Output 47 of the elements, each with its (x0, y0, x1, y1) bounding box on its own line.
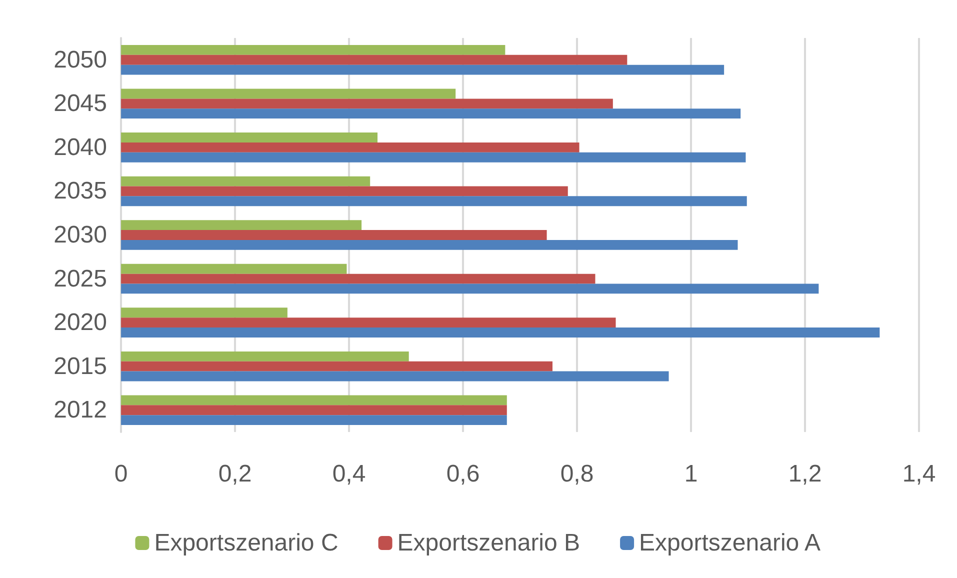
bar (121, 308, 288, 318)
bar (121, 132, 378, 142)
bar (121, 284, 819, 294)
legend-label: Exportszenario C (154, 530, 338, 556)
y-tick-label: 2035 (54, 178, 107, 205)
bar (121, 98, 613, 109)
bar (121, 186, 568, 196)
bar (121, 405, 507, 416)
y-tick-label: 2012 (54, 396, 107, 424)
y-tick-label: 2030 (54, 222, 107, 248)
x-tick-label: 0,4 (332, 460, 366, 488)
x-tick-label: 1,2 (788, 460, 822, 488)
x-tick-label: 0 (114, 460, 128, 488)
bar (121, 361, 552, 372)
y-tick-label: 2050 (54, 46, 107, 74)
y-tick-label: 2025 (54, 265, 107, 292)
y-tick-label: 2045 (54, 90, 107, 118)
legend-label: Exportszenario B (397, 530, 580, 556)
bar (121, 54, 628, 65)
bar (121, 351, 409, 362)
x-tick-label: 1,4 (902, 460, 936, 488)
bar (121, 328, 880, 338)
bar (121, 264, 347, 274)
bar (121, 240, 738, 250)
bar (121, 395, 507, 406)
legend-label: Exportszenario A (639, 530, 820, 556)
bar (121, 142, 580, 152)
x-tick-label: 0,2 (218, 460, 252, 488)
x-tick-label: 1 (684, 460, 698, 488)
y-tick-label: 2040 (54, 134, 107, 161)
bar (121, 196, 747, 206)
bar (121, 152, 746, 162)
bar (121, 274, 596, 284)
bar (121, 371, 669, 382)
bar (121, 176, 370, 186)
bar (121, 220, 362, 230)
bar (121, 230, 547, 240)
bar (121, 108, 741, 119)
y-tick-label: 2020 (54, 309, 107, 336)
x-tick-label: 0,8 (560, 460, 594, 488)
bar (121, 415, 507, 425)
y-tick-label: 2015 (54, 352, 107, 380)
bar (121, 88, 456, 99)
bar (121, 64, 724, 75)
x-tick-label: 0,6 (446, 460, 480, 488)
bar (121, 318, 616, 328)
bar (121, 45, 506, 55)
